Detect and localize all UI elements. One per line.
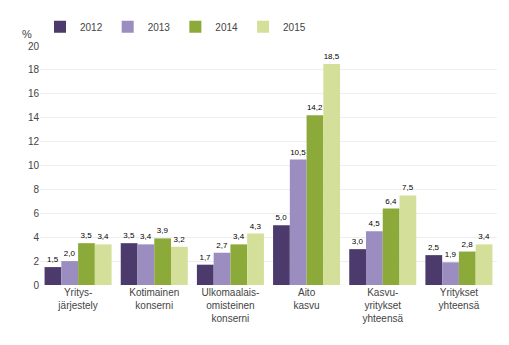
svg-text:3,4: 3,4 [233,232,245,241]
svg-text:2: 2 [33,256,39,267]
svg-text:16: 16 [28,88,40,99]
svg-text:Ulkomaalais-omisteinenkonserni: Ulkomaalais-omisteinenkonserni [202,287,260,324]
svg-text:2013: 2013 [148,22,171,33]
svg-text:4,3: 4,3 [250,222,262,231]
svg-text:7,5: 7,5 [402,183,414,192]
svg-text:6,4: 6,4 [385,197,397,206]
svg-text:Kotimainenkonserni: Kotimainenkonserni [129,287,179,311]
svg-text:Kasvu-yrityksetyhteensä: Kasvu-yrityksetyhteensä [362,287,403,324]
svg-text:Yritys-järjestely: Yritys-järjestely [57,287,97,311]
svg-text:5,0: 5,0 [276,213,288,222]
svg-text:6: 6 [33,208,39,219]
svg-text:4,5: 4,5 [369,219,381,228]
svg-text:3,4: 3,4 [97,232,109,241]
svg-text:2,5: 2,5 [428,243,440,252]
svg-text:12: 12 [28,136,40,147]
svg-text:2,0: 2,0 [64,249,76,258]
svg-text:4: 4 [33,232,39,243]
svg-text:18,5: 18,5 [324,52,340,61]
svg-text:3,9: 3,9 [157,226,169,235]
svg-text:0: 0 [33,280,39,291]
svg-text:3,4: 3,4 [140,232,152,241]
svg-text:2,8: 2,8 [461,240,473,249]
svg-text:3,2: 3,2 [174,235,186,244]
svg-text:14,2: 14,2 [307,103,323,112]
svg-text:1,7: 1,7 [199,253,211,262]
svg-text:8: 8 [33,184,39,195]
svg-text:1,5: 1,5 [47,255,59,264]
svg-text:3,5: 3,5 [81,231,93,240]
svg-text:Aitokasvu: Aitokasvu [294,287,320,311]
svg-text:1,9: 1,9 [445,250,457,259]
svg-text:3,0: 3,0 [352,237,364,246]
svg-text:2014: 2014 [215,22,238,33]
svg-text:18: 18 [28,64,40,75]
svg-text:14: 14 [28,112,40,123]
svg-text:2012: 2012 [80,22,103,33]
svg-text:20: 20 [28,41,40,52]
svg-text:3,4: 3,4 [478,232,490,241]
svg-text:2015: 2015 [283,22,306,33]
svg-text:2,7: 2,7 [216,241,228,250]
svg-text:%: % [22,28,32,40]
svg-text:10,5: 10,5 [290,148,306,157]
svg-text:3,5: 3,5 [123,231,135,240]
svg-text:Yrityksetyhteensä: Yrityksetyhteensä [439,287,480,311]
svg-text:10: 10 [28,160,40,171]
